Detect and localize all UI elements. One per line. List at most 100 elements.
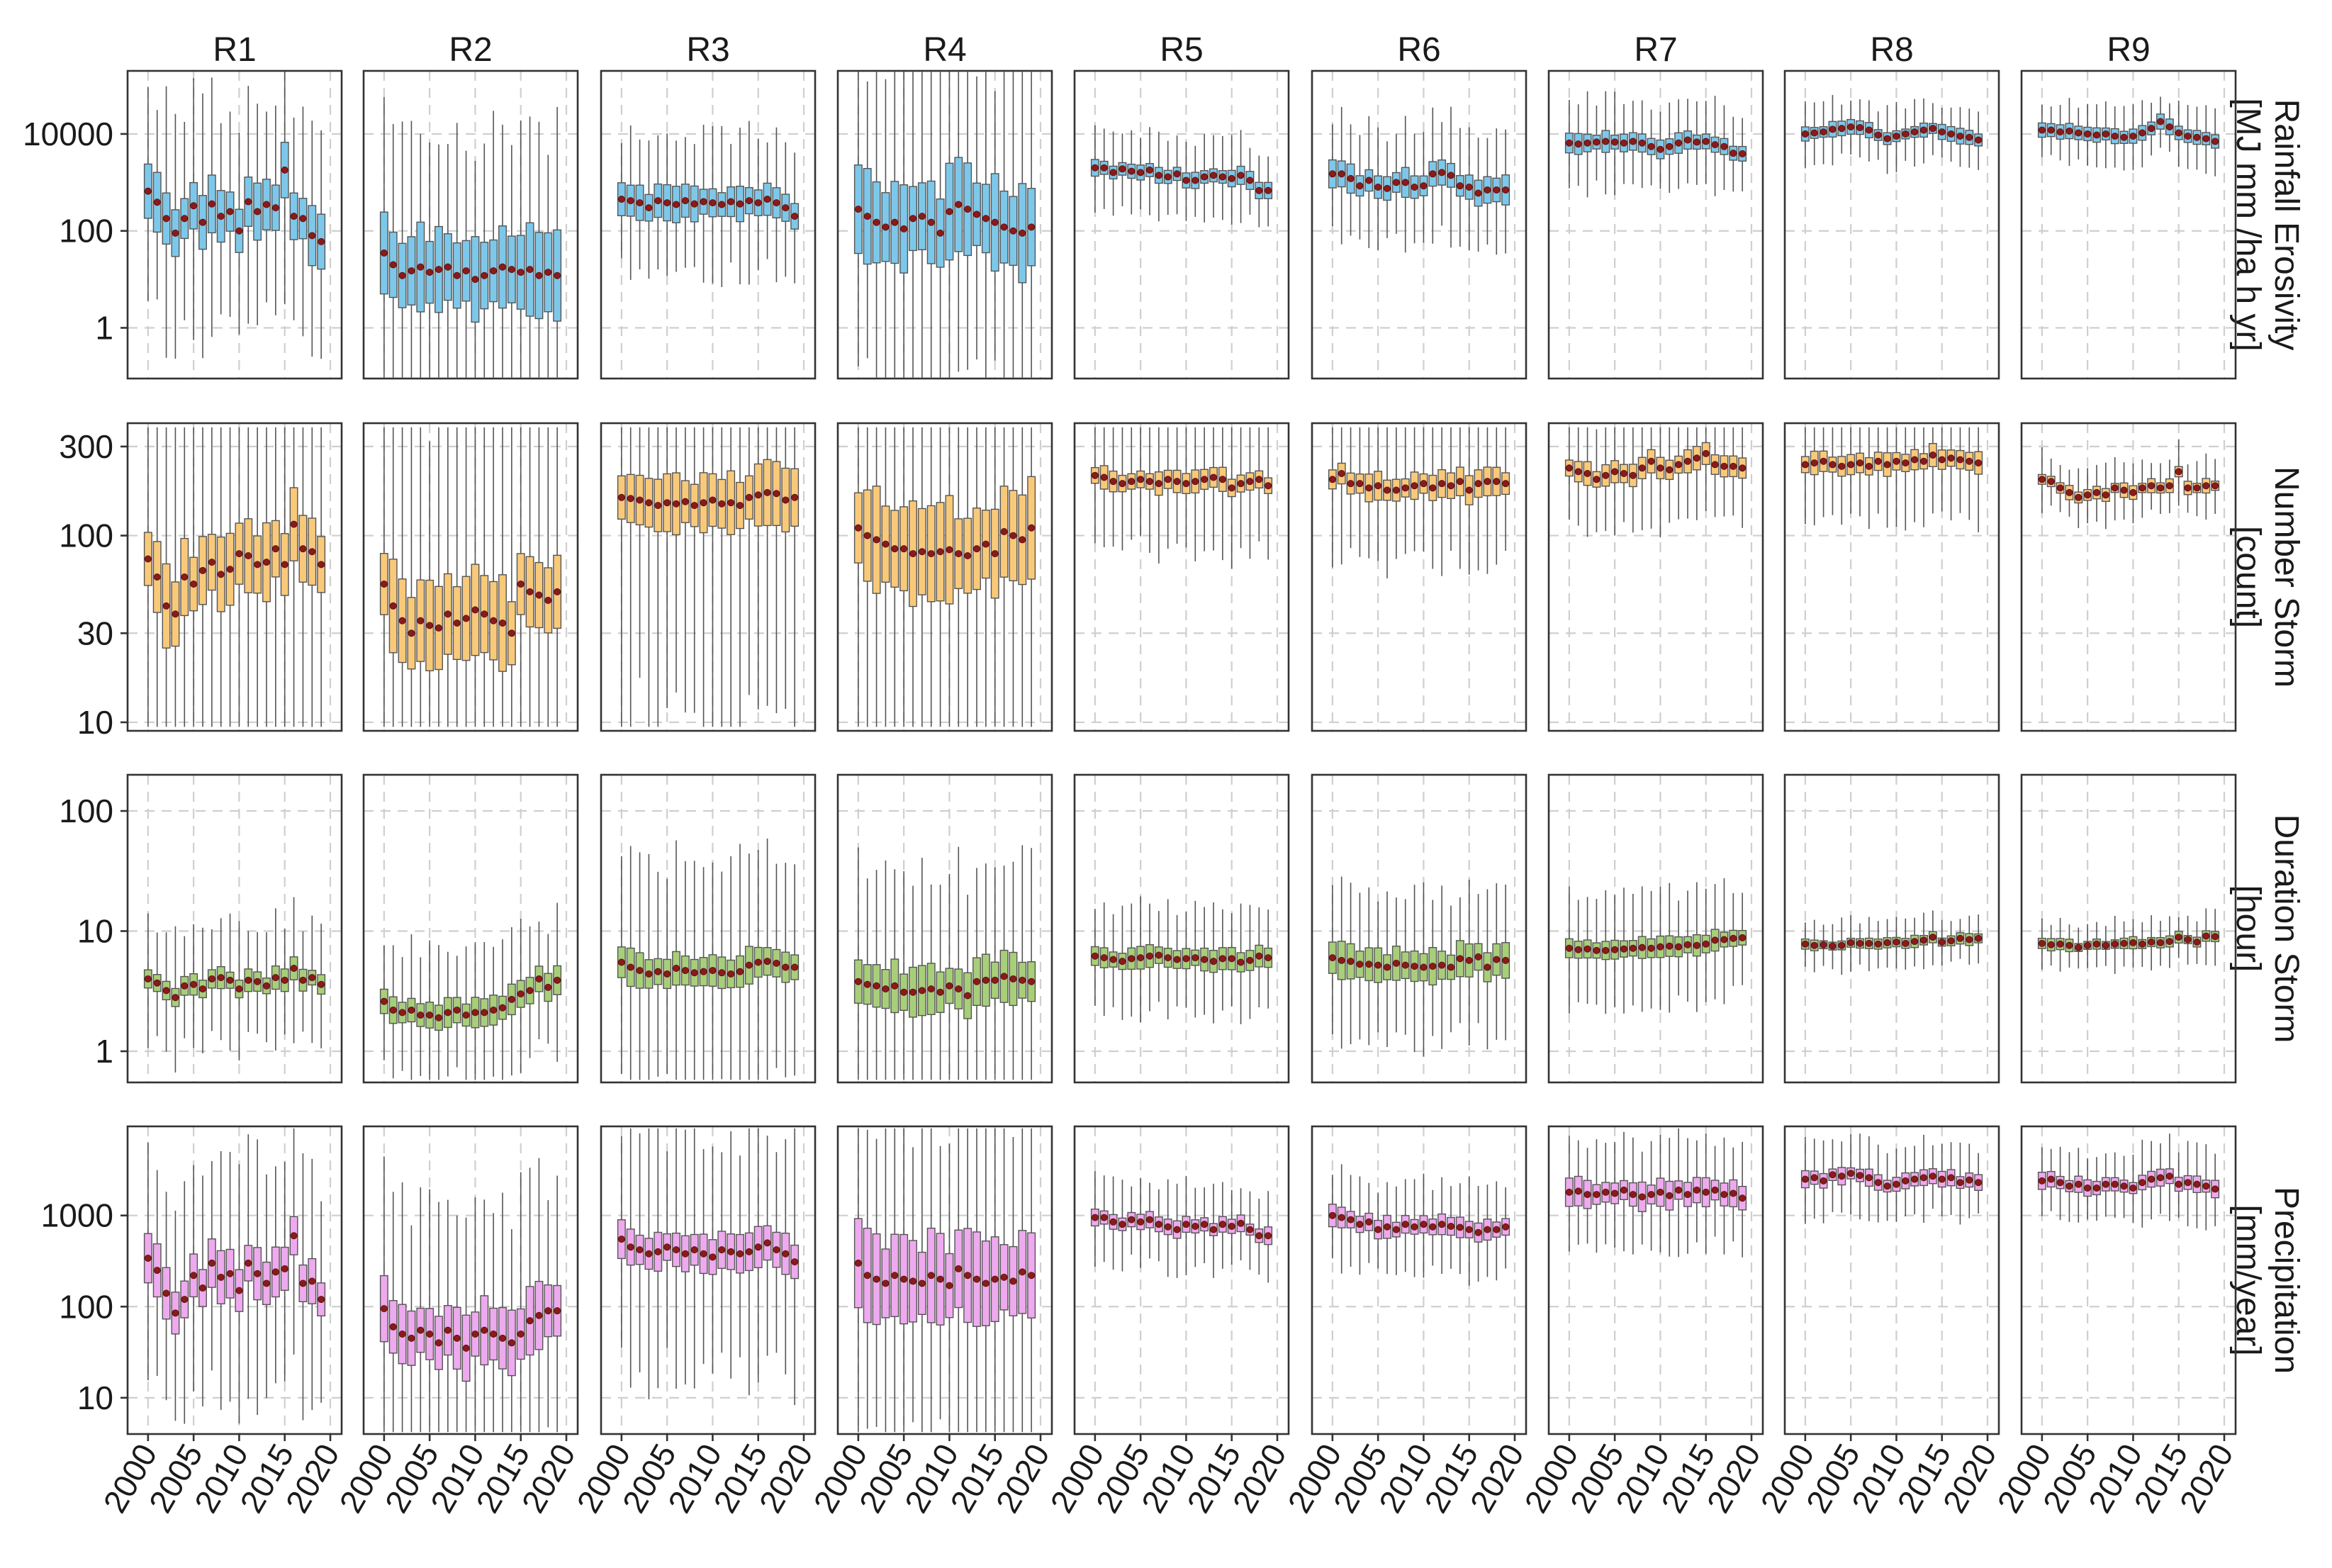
mean-marker [435,624,443,632]
mean-marker [2065,941,2073,949]
mean-marker [2165,482,2173,490]
mean-marker [190,1272,198,1279]
mean-marker [1411,963,1418,970]
mean-marker [2175,934,2182,941]
mean-marker [517,580,525,588]
mean-marker [1929,934,1936,941]
mean-marker [1911,456,1919,464]
mean-marker [290,213,298,220]
mean-marker [2102,130,2109,138]
mean-marker [1874,457,1882,465]
mean-marker [508,629,515,637]
facet-panel [126,773,343,1084]
facet-panel [600,422,817,732]
mean-marker [1801,130,1809,138]
mean-marker [1565,464,1573,472]
mean-marker [1902,939,1910,947]
mean-marker [1237,480,1245,488]
mean-marker [1028,524,1036,532]
mean-marker [1192,478,1199,486]
mean-marker [1947,130,1955,138]
mean-marker [1820,1177,1827,1185]
mean-marker [153,198,161,206]
mean-marker [1009,975,1017,982]
mean-marker [1210,474,1218,481]
mean-marker [891,545,899,553]
mean-marker [499,1004,507,1012]
mean-marker [1347,480,1355,488]
mean-marker [1638,1193,1646,1201]
mean-marker [1975,136,1983,144]
mean-marker [1919,126,1927,134]
mean-marker [1128,478,1136,486]
mean-marker [1474,189,1482,197]
mean-marker [2120,1182,2128,1190]
facet-panel [1311,422,1527,732]
mean-marker [526,987,534,995]
mean-marker [1109,1218,1117,1226]
mean-marker [690,502,698,510]
mean-marker [2047,478,2055,486]
mean-marker [1465,956,1473,964]
mean-marker [973,1275,981,1283]
mean-marker [162,602,170,610]
mean-marker [245,976,252,984]
panel-border [836,69,1053,380]
facet-panel [1073,773,1290,1084]
mean-marker [1820,457,1827,465]
facet-panel [1311,69,1527,380]
mean-marker [1119,958,1126,965]
mean-marker [2138,484,2146,492]
mean-marker [2175,1180,2182,1188]
mean-marker [1647,944,1655,952]
mean-marker [389,261,397,269]
mean-marker [636,967,644,975]
facet-panel [1547,422,1764,732]
mean-marker [973,978,981,985]
mean-marker [1593,946,1601,954]
mean-marker [2138,129,2146,137]
mean-marker [1392,179,1400,186]
mean-marker [645,499,653,507]
mean-marker [2038,476,2046,483]
mean-marker [1109,169,1117,177]
mean-marker [1929,125,1936,133]
mean-marker [1801,1175,1809,1183]
mean-marker [1602,471,1610,479]
mean-marker [499,1334,507,1342]
panel-border [1783,422,2000,732]
mean-marker [2184,133,2192,140]
region-strip-label: R1 [213,31,256,69]
mean-marker [763,1239,771,1247]
mean-marker [281,561,288,569]
panel-border [126,1125,343,1435]
mean-marker [318,561,325,569]
mean-marker [299,215,307,223]
mean-marker [190,580,198,588]
mean-marker [927,550,935,558]
mean-marker [1137,476,1145,483]
mean-marker [2056,940,2064,948]
mean-marker [1210,1226,1218,1233]
mean-marker [2047,941,2055,948]
mean-marker [2156,484,2164,492]
mean-marker [900,545,908,553]
mean-marker [1838,462,1846,470]
mean-marker [1401,179,1409,186]
mean-marker [1119,165,1126,173]
mean-marker [909,1277,917,1285]
mean-marker [281,166,288,174]
mean-marker [235,985,243,993]
mean-marker [1574,468,1582,476]
mean-marker [499,263,507,271]
mean-marker [508,1339,515,1347]
mean-marker [2092,940,2100,948]
mean-marker [1009,227,1017,235]
mean-marker [1966,133,1973,141]
mean-marker [2084,1185,2092,1192]
mean-marker [1720,936,1728,943]
mean-marker [508,266,515,274]
mean-marker [226,566,234,573]
mean-marker [1702,449,1710,457]
mean-marker [964,206,972,213]
